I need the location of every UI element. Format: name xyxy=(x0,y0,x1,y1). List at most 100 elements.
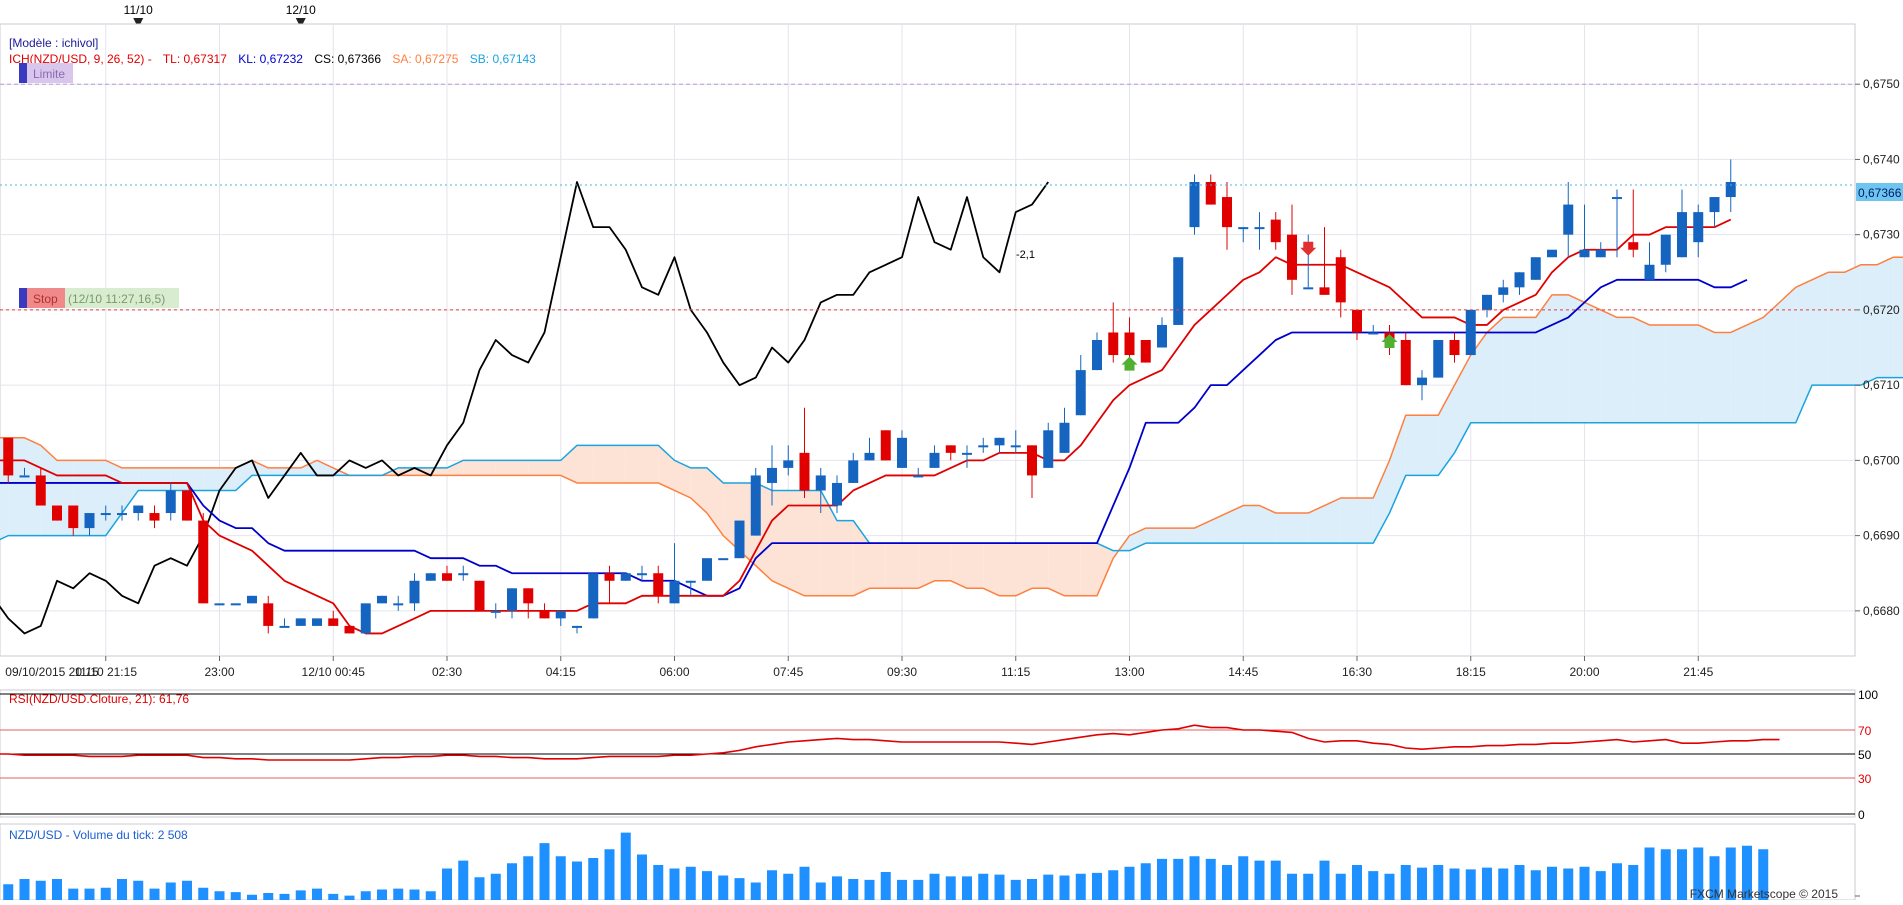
volume-bar xyxy=(929,873,940,900)
cloud-segment xyxy=(1292,513,1309,544)
volume-bar xyxy=(247,894,257,900)
volume-bar xyxy=(767,870,777,900)
cloud-segment xyxy=(512,460,529,476)
candle-body xyxy=(279,625,290,628)
cloud-segment xyxy=(1714,332,1731,423)
limite-tag-handle[interactable] xyxy=(19,63,27,83)
candle-body xyxy=(230,603,241,606)
candle-body xyxy=(1530,257,1541,280)
candle-body xyxy=(1043,430,1054,468)
limite-order-tag[interactable]: Limite xyxy=(19,63,73,83)
candle-body xyxy=(1465,309,1476,356)
cloud-segment xyxy=(902,543,919,589)
candle-body xyxy=(344,625,355,634)
candle-body xyxy=(1010,445,1021,448)
candle-body xyxy=(1092,340,1102,371)
candle-body xyxy=(247,595,257,604)
volume-bar xyxy=(669,868,680,900)
time-tick-label: 23:00 xyxy=(204,665,234,679)
time-tick-label: 20:00 xyxy=(1569,665,1599,679)
volume-bar xyxy=(637,854,647,900)
cloud-segment xyxy=(983,543,1000,596)
cloud-segment xyxy=(1145,528,1162,544)
volume-bar xyxy=(1693,847,1704,900)
cloud-segment xyxy=(1487,317,1504,423)
volume-bar xyxy=(1709,856,1720,900)
volume-bar xyxy=(1319,860,1330,900)
time-tick-label: 09/10/2015 20:15 xyxy=(5,665,99,679)
candle-body xyxy=(523,588,534,604)
cloud-segment xyxy=(1779,287,1796,423)
volume-bar xyxy=(1092,872,1102,900)
cloud-segment xyxy=(495,460,512,476)
candle-body xyxy=(1579,249,1590,258)
candle-body xyxy=(978,445,989,448)
price-tick-label: 0,6730 xyxy=(1863,228,1900,242)
volume-bar xyxy=(1400,865,1411,900)
rsi-line xyxy=(0,724,1780,761)
cloud-segment xyxy=(1763,302,1780,423)
stop-tag-handle[interactable] xyxy=(19,288,27,308)
volume-bar xyxy=(1027,879,1037,900)
volume-bar xyxy=(312,888,322,900)
volume-bar xyxy=(133,880,144,900)
cloud-segment xyxy=(1097,543,1114,596)
candle-body xyxy=(653,573,664,596)
volume-bar xyxy=(1010,879,1021,900)
volume-bar xyxy=(1238,856,1249,900)
volume-bar xyxy=(425,891,436,900)
volume-bar xyxy=(783,873,794,900)
candle-body xyxy=(458,573,469,576)
cloud-segment xyxy=(187,467,204,491)
volume-bar xyxy=(149,888,160,900)
volume-pane[interactable] xyxy=(0,823,1860,901)
volume-bar xyxy=(1677,849,1687,900)
top-date-triangle xyxy=(133,18,144,28)
cloud-segment xyxy=(1178,528,1195,544)
candle-body xyxy=(1400,340,1411,386)
cloud-segment xyxy=(593,445,610,483)
candle-body xyxy=(1140,340,1151,363)
cloud-segment xyxy=(772,490,789,589)
price-tick-label: 0,6750 xyxy=(1863,77,1900,91)
current-price-label: 0,67366 xyxy=(1858,186,1902,200)
volume-bar xyxy=(295,890,306,900)
cloud-segment xyxy=(1600,309,1617,423)
price-axis[interactable]: 0,6680 0,6690 0,6700 0,6710 0,6720 0,6730 0,67… xyxy=(1855,77,1900,618)
candle-body xyxy=(734,520,745,559)
cloud-segment xyxy=(1210,513,1227,544)
rsi-level-tag xyxy=(1856,746,1870,761)
volume-bar xyxy=(1108,870,1119,900)
volume-bar xyxy=(1612,863,1622,900)
candle-body xyxy=(295,618,306,626)
candle-body xyxy=(1059,422,1070,453)
volume-bar xyxy=(1482,867,1492,900)
candle-body xyxy=(149,513,160,521)
buy-arrow-icon xyxy=(1121,356,1138,371)
volume-bar xyxy=(1205,858,1216,900)
candle-body xyxy=(669,580,680,604)
cloud-segment xyxy=(1812,272,1829,386)
volume-bar xyxy=(3,884,14,900)
volume-bar xyxy=(214,891,225,900)
candle-body xyxy=(425,573,436,581)
volume-bar xyxy=(1287,873,1297,900)
rsi-pane[interactable]: 100 70 50 30 0 xyxy=(0,686,1878,822)
cloud-segment xyxy=(1048,543,1065,596)
candle-body xyxy=(1449,340,1460,356)
cloud-segment xyxy=(674,460,691,498)
price-pane[interactable]: 0,6680 0,6690 0,6700 0,6710 0,6720 0,6730 0,67… xyxy=(0,23,1903,679)
cloud-segment xyxy=(1243,505,1260,544)
indicator-values: ICH(NZD/USD, 9, 26, 52) - TL: 0,67317 KL… xyxy=(9,52,536,66)
cloud-segment xyxy=(1730,324,1747,423)
rsi-level-label: 0 xyxy=(1858,808,1865,822)
rsi-label: RSI(NZD/USD.Cloture, 21): 61,76 xyxy=(9,692,189,706)
signal-arrows xyxy=(1121,241,1398,371)
top-date-label: 12/10 xyxy=(286,3,316,17)
candle-body xyxy=(1677,212,1687,258)
stop-order-tag[interactable]: Stop (12/10 11:27,16,5) xyxy=(19,288,179,308)
rsi-level-label: 30 xyxy=(1858,772,1872,786)
cloud-segment xyxy=(1877,257,1894,378)
